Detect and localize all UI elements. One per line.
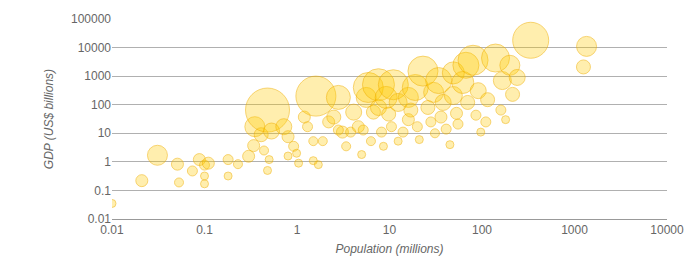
svg-text:Population (millions): Population (millions) xyxy=(335,242,443,256)
svg-text:10: 10 xyxy=(383,223,397,237)
svg-text:10000: 10000 xyxy=(78,41,112,55)
svg-text:100000: 100000 xyxy=(71,12,111,26)
svg-text:0.01: 0.01 xyxy=(88,212,112,226)
svg-text:1: 1 xyxy=(294,223,301,237)
svg-text:0.1: 0.1 xyxy=(196,223,213,237)
svg-text:10000: 10000 xyxy=(650,223,684,237)
svg-text:0.1: 0.1 xyxy=(94,184,111,198)
svg-text:100: 100 xyxy=(91,98,111,112)
svg-text:10: 10 xyxy=(98,126,112,140)
svg-text:1: 1 xyxy=(104,155,111,169)
svg-text:100: 100 xyxy=(472,223,492,237)
svg-text:GDP (US$ billions): GDP (US$ billions) xyxy=(42,69,56,169)
svg-text:1000: 1000 xyxy=(561,223,588,237)
svg-text:1000: 1000 xyxy=(84,69,111,83)
svg-text:0.01: 0.01 xyxy=(100,223,124,237)
